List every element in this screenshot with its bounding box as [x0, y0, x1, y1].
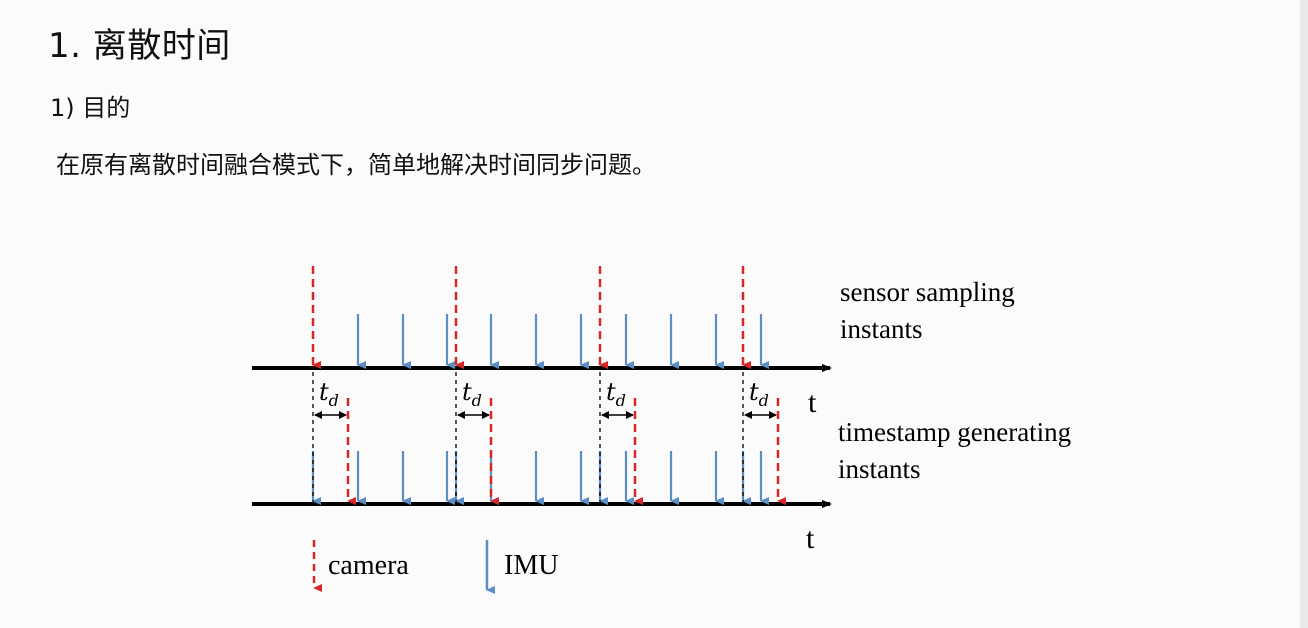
top-axis-label: t	[808, 386, 817, 419]
legend-imu-label: IMU	[504, 550, 558, 581]
td-label-2: td	[606, 378, 626, 410]
bottom-row-label-line1: timestamp generating	[838, 417, 1071, 447]
page-title: 1. 离散时间	[48, 26, 231, 66]
top-row-label-line2: instants	[840, 314, 923, 344]
td-label-1: td	[462, 378, 482, 410]
scrollbar-track[interactable]	[1300, 0, 1308, 628]
section-paragraph: 在原有离散时间融合模式下，简单地解决时间同步问题。	[56, 151, 656, 179]
td-label-0: td	[319, 378, 339, 410]
bottom-axis-label: t	[806, 522, 815, 555]
bottom-row-label-line2: instants	[838, 454, 921, 484]
section-subheading: 1) 目的	[50, 94, 131, 122]
legend-camera-label: camera	[328, 550, 409, 581]
td-label-3: td	[749, 378, 769, 410]
top-row-label-line1: sensor sampling	[840, 277, 1015, 307]
